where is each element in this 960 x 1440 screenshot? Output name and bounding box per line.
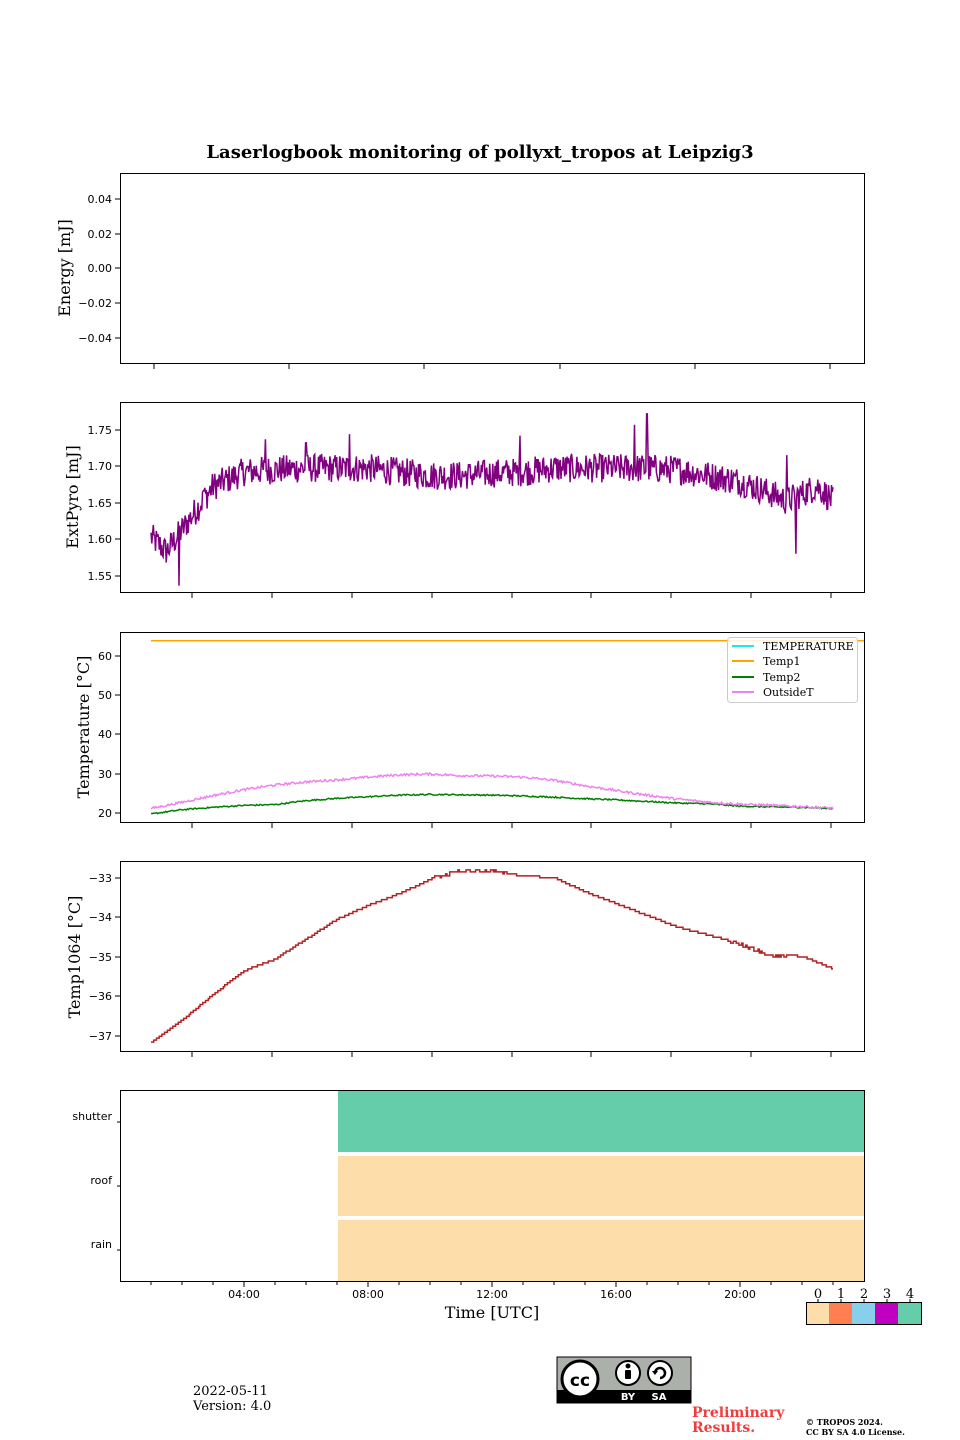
legend-box xyxy=(727,637,858,703)
roof-status-segment xyxy=(338,1156,864,1216)
legend-label-temp1: Temp1 xyxy=(763,655,800,668)
temp1064-x-ticks xyxy=(191,1052,832,1057)
colorbar-label: 3 xyxy=(883,1287,891,1302)
temperature-axes-frame xyxy=(120,632,865,823)
temp1064-tick-label: −37 xyxy=(89,1030,112,1043)
colorbar-label: 2 xyxy=(860,1287,868,1302)
temperature-legend: TEMPERATURE Temp1 Temp2 OutsideT xyxy=(727,637,858,703)
colorbar-swatch-0 xyxy=(806,1302,829,1325)
temperature-y-axis-label: Temperature [°C] xyxy=(74,656,93,799)
rain-status-segment xyxy=(338,1220,864,1282)
outsidet-series-line xyxy=(150,771,834,810)
energy-tick-label: 0.00 xyxy=(88,262,113,275)
energy-y-ticks: 0.04 0.02 0.00 −0.02 −0.04 xyxy=(78,193,120,345)
x-tick-label: 16:00 xyxy=(600,1288,632,1301)
extpyro-tick-label: 1.55 xyxy=(88,570,113,583)
status-y-ticks: shutter roof rain xyxy=(72,1110,120,1251)
temperature-tick-label: 50 xyxy=(98,689,112,702)
energy-panel: 0.04 0.02 0.00 −0.02 −0.04 Energy [mJ] xyxy=(55,173,865,369)
colorbar-label: 4 xyxy=(906,1287,914,1302)
temperature-tick-label: 60 xyxy=(98,650,112,663)
temperature-x-ticks xyxy=(191,823,832,828)
extpyro-axes-frame xyxy=(120,402,865,593)
figure-title: Laserlogbook monitoring of pollyxt_tropo… xyxy=(206,142,753,163)
legend-label-outsidet: OutsideT xyxy=(763,686,814,699)
energy-tick-label: −0.02 xyxy=(78,297,112,310)
copyright-note: © TROPOS 2024. CC BY SA 4.0 License. xyxy=(806,1417,905,1437)
x-tick-label: 08:00 xyxy=(352,1288,384,1301)
temperature-tick-label: 30 xyxy=(98,768,112,781)
status-axes-frame xyxy=(120,1090,865,1282)
share-alike-icon xyxy=(647,1360,673,1386)
x-tick-label: 20:00 xyxy=(724,1288,756,1301)
colorbar-label: 0 xyxy=(814,1287,822,1302)
cc-logo-icon xyxy=(560,1359,600,1399)
legend-label-temp2: Temp2 xyxy=(763,671,800,684)
energy-tick-label: 0.04 xyxy=(88,193,113,206)
svg-text:cc: cc xyxy=(570,1371,590,1391)
results-label: Results. xyxy=(692,1420,756,1436)
temperature-tick-label: 20 xyxy=(98,807,112,820)
footer-date: 2022-05-11 xyxy=(193,1384,268,1399)
temp1064-series-line xyxy=(151,869,833,1043)
energy-y-axis-label: Energy [mJ] xyxy=(55,219,74,317)
temp1064-tick-label: −36 xyxy=(89,990,112,1003)
footer-version: Version: 4.0 xyxy=(193,1399,272,1414)
energy-axes-frame xyxy=(120,173,865,364)
status-row-label-roof: roof xyxy=(90,1174,113,1187)
x-tick-label: 04:00 xyxy=(228,1288,260,1301)
cc-by-sa-license-badge: cc BY SA xyxy=(556,1356,692,1404)
extpyro-tick-label: 1.70 xyxy=(88,460,113,473)
status-row-label-rain: rain xyxy=(91,1238,112,1251)
copyright-line-2: CC BY SA 4.0 License. xyxy=(806,1427,905,1437)
energy-tick-label: −0.04 xyxy=(78,332,112,345)
copyright-line-1: © TROPOS 2024. xyxy=(806,1417,883,1427)
colorbar-swatch-2 xyxy=(852,1302,875,1325)
colorbar-label: 1 xyxy=(837,1287,845,1302)
preliminary-results-note: Preliminary Results. xyxy=(692,1406,784,1436)
extpyro-y-axis-label: ExtPyro [mJ] xyxy=(63,445,82,548)
status-panel: shutter roof rain 04:00 08:00 12:00 16:0… xyxy=(72,1090,865,1322)
temp1064-tick-label: −35 xyxy=(89,951,112,964)
extpyro-series-line xyxy=(150,413,834,586)
colorbar-swatch-4 xyxy=(898,1302,922,1325)
temp1064-tick-label: −33 xyxy=(89,872,112,885)
temperature-tick-label: 40 xyxy=(98,728,112,741)
energy-x-ticks xyxy=(153,364,831,369)
colorbar-frame xyxy=(806,1302,922,1325)
license-by-label: BY xyxy=(621,1392,636,1403)
temp1064-y-ticks: −33 −34 −35 −36 −37 xyxy=(89,872,120,1043)
extpyro-y-ticks: 1.75 1.70 1.65 1.60 1.55 xyxy=(88,424,120,583)
preliminary-label: Preliminary xyxy=(692,1405,785,1421)
extpyro-x-ticks xyxy=(191,593,832,598)
temperature-panel: 60 50 40 30 20 TEMPERATURE Temp1 xyxy=(74,632,865,828)
x-tick-label: 12:00 xyxy=(476,1288,508,1301)
status-x-ticks xyxy=(150,1282,834,1287)
temp1064-tick-label: −34 xyxy=(89,911,112,924)
temp1064-y-axis-label: Temp1064 [°C] xyxy=(65,896,84,1019)
status-row-label-shutter: shutter xyxy=(72,1110,112,1123)
extpyro-tick-label: 1.65 xyxy=(88,497,113,510)
temp1064-panel: −33 −34 −35 −36 −37 Temp1064 [°C] xyxy=(65,861,865,1057)
extpyro-panel: 1.75 1.70 1.65 1.60 1.55 ExtPyro [mJ] xyxy=(63,402,865,598)
shutter-status-segment xyxy=(338,1090,864,1152)
temperature-y-ticks: 60 50 40 30 20 xyxy=(98,650,120,820)
license-sa-label: SA xyxy=(652,1392,667,1403)
x-axis-label: Time [UTC] xyxy=(445,1303,539,1322)
energy-tick-label: 0.02 xyxy=(88,228,113,241)
extpyro-tick-label: 1.60 xyxy=(88,533,113,546)
status-colorbar: 0 1 2 3 4 xyxy=(806,1287,922,1325)
temp2-series-line xyxy=(150,793,834,815)
extpyro-tick-label: 1.75 xyxy=(88,424,113,437)
temp1064-axes-frame xyxy=(120,861,865,1052)
legend-label-temperature: TEMPERATURE xyxy=(763,640,854,653)
colorbar-swatch-1 xyxy=(829,1302,852,1325)
colorbar-swatch-3 xyxy=(875,1302,898,1325)
